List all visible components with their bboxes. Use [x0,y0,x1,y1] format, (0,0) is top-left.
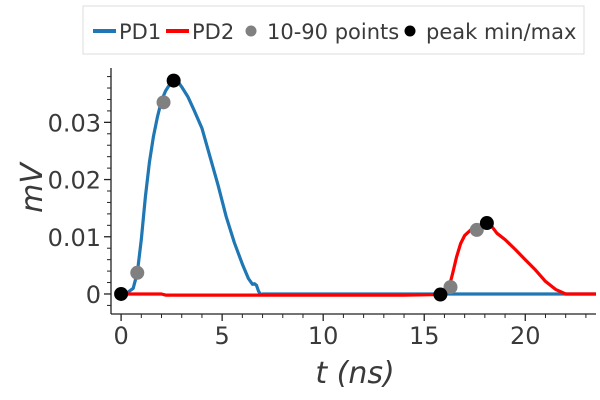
series-line-pd1 [120,79,596,297]
legend: PD1 PD2 10-90 points peak min/max [82,5,585,55]
peak-point [433,287,448,302]
x-tick-label: 0 [113,322,128,350]
legend-label-pd1: PD1 [119,20,161,44]
ten-ninety-point [130,265,145,280]
x-tick-label: 15 [409,322,440,350]
ten-ninety-point [469,222,484,237]
marker-layer [114,73,494,302]
x-tick-label: 5 [215,322,230,350]
peak-point [166,73,181,88]
x-ticks: 0 5 10 15 20 [113,314,587,350]
peak-point [479,216,494,231]
x-tick-label: 20 [510,322,541,350]
y-tick-label: 0 [86,281,101,309]
legend-swatch-peak [404,25,416,37]
y-ticks: 0 0.01 0.02 0.03 [48,76,111,309]
ten-ninety-point [156,95,171,110]
x-tick-label: 10 [308,322,339,350]
series-layer [120,79,596,297]
y-tick-label: 0.01 [48,224,101,252]
y-tick-label: 0.03 [48,109,101,137]
peak-point [114,286,129,301]
ten-ninety-point [443,280,458,295]
y-axis-title: mV [15,161,50,213]
y-tick-label: 0.02 [48,167,101,195]
legend-swatch-10-90 [245,25,257,37]
axes [110,68,596,315]
legend-label-pd2: PD2 [192,20,234,44]
series-line-pd2 [121,221,596,297]
legend-label-10-90: 10-90 points [267,20,399,44]
x-axis-title: t (ns) [315,356,394,391]
legend-label-peak: peak min/max [426,20,576,44]
